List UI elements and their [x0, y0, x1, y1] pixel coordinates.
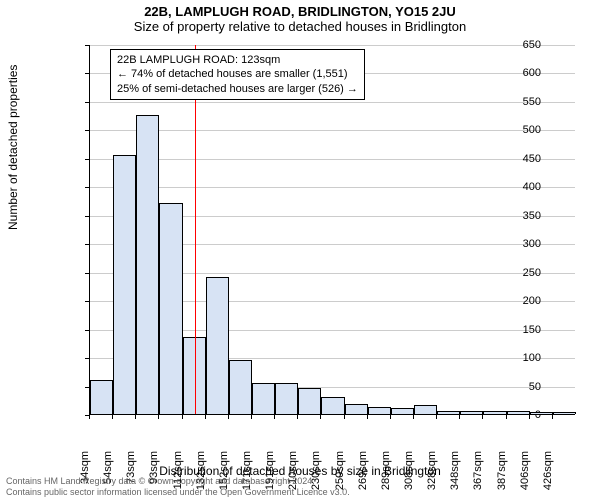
- chart-area: 22B LAMPLUGH ROAD: 123sqm ← 74% of detac…: [55, 45, 575, 415]
- y-tick-label: 400: [513, 181, 541, 193]
- histogram-bar: [229, 360, 252, 414]
- histogram-bar: [391, 408, 414, 414]
- histogram-bar: [159, 203, 182, 414]
- y-tick: [85, 216, 89, 217]
- y-tick-label: 150: [513, 324, 541, 336]
- gridline: [90, 102, 575, 103]
- gridline: [90, 45, 575, 46]
- x-tick: [459, 415, 460, 419]
- y-tick: [85, 301, 89, 302]
- histogram-bar: [90, 380, 113, 414]
- x-tick: [529, 415, 530, 419]
- y-tick: [85, 45, 89, 46]
- y-tick-label: 550: [513, 96, 541, 108]
- y-tick-label: 450: [513, 153, 541, 165]
- histogram-bar: [530, 412, 553, 414]
- histogram-bar: [206, 277, 229, 414]
- y-tick: [85, 187, 89, 188]
- x-tick: [158, 415, 159, 419]
- y-tick-label: 600: [513, 67, 541, 79]
- x-tick: [552, 415, 553, 419]
- y-tick: [85, 159, 89, 160]
- histogram-bar: [136, 115, 159, 414]
- y-tick: [85, 102, 89, 103]
- x-tick: [228, 415, 229, 419]
- y-tick-label: 650: [513, 39, 541, 51]
- x-tick: [274, 415, 275, 419]
- y-tick-label: 200: [513, 295, 541, 307]
- histogram-bar: [345, 404, 368, 414]
- y-tick: [85, 330, 89, 331]
- chart-subtitle: Size of property relative to detached ho…: [0, 19, 600, 36]
- y-tick-label: 300: [513, 238, 541, 250]
- footer-line: Contains public sector information licen…: [6, 487, 350, 498]
- histogram-bar: [321, 397, 344, 414]
- x-tick: [436, 415, 437, 419]
- annotation-line: 22B LAMPLUGH ROAD: 123sqm: [117, 53, 358, 67]
- gridline: [90, 130, 575, 131]
- chart-title: 22B, LAMPLUGH ROAD, BRIDLINGTON, YO15 2J…: [0, 0, 600, 19]
- x-tick: [344, 415, 345, 419]
- x-tick: [297, 415, 298, 419]
- y-tick-label: 50: [513, 381, 541, 393]
- x-tick: [390, 415, 391, 419]
- x-tick: [182, 415, 183, 419]
- y-tick-label: 350: [513, 210, 541, 222]
- plot-region: 22B LAMPLUGH ROAD: 123sqm ← 74% of detac…: [89, 45, 575, 415]
- histogram-bar: [507, 411, 530, 414]
- x-tick: [506, 415, 507, 419]
- annotation-box: 22B LAMPLUGH ROAD: 123sqm ← 74% of detac…: [110, 49, 365, 100]
- footer-credits: Contains HM Land Registry data © Crown c…: [6, 476, 350, 498]
- y-tick: [85, 130, 89, 131]
- y-tick: [85, 387, 89, 388]
- histogram-bar: [113, 155, 136, 414]
- histogram-bar: [298, 388, 321, 414]
- histogram-bar: [437, 411, 460, 414]
- y-tick-label: 100: [513, 352, 541, 364]
- y-tick-label: 250: [513, 267, 541, 279]
- histogram-bar: [183, 337, 206, 414]
- x-tick: [205, 415, 206, 419]
- x-tick: [367, 415, 368, 419]
- x-tick: [413, 415, 414, 419]
- gridline: [90, 187, 575, 188]
- x-tick: [320, 415, 321, 419]
- histogram-bar: [483, 411, 506, 414]
- x-tick: [112, 415, 113, 419]
- y-tick-label: 500: [513, 124, 541, 136]
- histogram-bar: [275, 383, 298, 414]
- x-tick: [89, 415, 90, 419]
- x-tick: [482, 415, 483, 419]
- gridline: [90, 159, 575, 160]
- x-tick: [135, 415, 136, 419]
- histogram-bar: [368, 407, 391, 414]
- x-tick: [251, 415, 252, 419]
- y-tick: [85, 73, 89, 74]
- y-axis-label: Number of detached properties: [6, 65, 20, 230]
- y-tick: [85, 244, 89, 245]
- histogram-bar: [414, 405, 437, 414]
- annotation-line: 25% of semi-detached houses are larger (…: [117, 82, 358, 96]
- histogram-bar: [460, 411, 483, 414]
- y-tick: [85, 358, 89, 359]
- annotation-line: ← 74% of detached houses are smaller (1,…: [117, 67, 358, 81]
- y-tick: [85, 273, 89, 274]
- histogram-bar: [553, 412, 576, 414]
- reference-line: [195, 45, 196, 414]
- histogram-bar: [252, 383, 275, 414]
- footer-line: Contains HM Land Registry data © Crown c…: [6, 476, 350, 487]
